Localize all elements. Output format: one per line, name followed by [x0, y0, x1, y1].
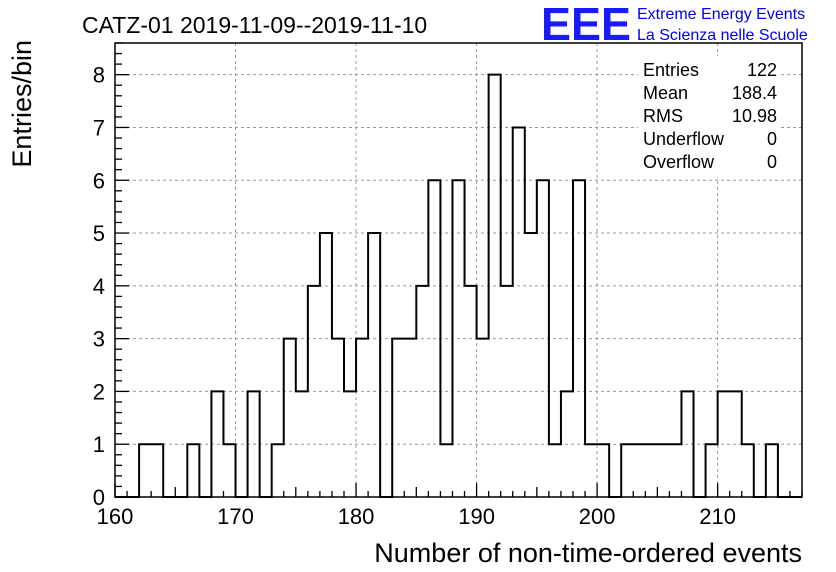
x-axis-title: Number of non-time-ordered events: [374, 538, 802, 568]
stats-value: 0: [767, 129, 777, 149]
y-tick-label: 1: [93, 432, 105, 457]
y-tick-label: 0: [93, 485, 105, 510]
histogram-bin: [706, 444, 718, 497]
histogram-bin: [223, 444, 235, 497]
x-tick-label: 200: [579, 504, 616, 529]
histogram-bin: [561, 391, 573, 497]
y-tick-labels: 0 1 2 3 4 5 6 7 8: [93, 63, 105, 510]
histogram-bin: [272, 444, 284, 497]
histogram-bin: [657, 444, 669, 497]
histogram-bin: [296, 391, 308, 497]
eee-logo: EEE Extreme Energy Events La Scienza nel…: [541, 0, 808, 50]
histogram-bin: [742, 444, 754, 497]
histogram-bin: [645, 444, 657, 497]
histogram-bin: [669, 444, 681, 497]
histogram-bin: [633, 444, 645, 497]
histogram-bin: [489, 75, 501, 497]
histogram-bin: [416, 286, 428, 497]
x-tick-label: 190: [458, 504, 495, 529]
histogram-bin: [139, 444, 151, 497]
chart-title: CATZ-01 2019-11-09--2019-11-10: [82, 12, 427, 38]
histogram-bin: [332, 339, 344, 497]
y-tick-label: 2: [93, 379, 105, 404]
x-tick-label: 210: [699, 504, 736, 529]
logo-line-1: Extreme Energy Events: [637, 6, 805, 23]
histogram-bin: [211, 391, 223, 497]
y-tick-label: 3: [93, 327, 105, 352]
stats-label: Entries: [643, 60, 699, 80]
histogram-bin: [573, 180, 585, 497]
histogram-bin: [597, 444, 609, 497]
stats-value: 122: [747, 60, 777, 80]
stats-label: RMS: [643, 106, 683, 126]
stats-label: Overflow: [643, 152, 715, 172]
x-tick-label: 180: [338, 504, 375, 529]
histogram-bin: [428, 180, 440, 497]
logo-line-2: La Scienza nelle Scuole: [637, 27, 808, 44]
stats-value: 188.4: [732, 83, 777, 103]
histogram-bin: [501, 286, 513, 497]
histogram-bin: [440, 444, 452, 497]
y-tick-label: 8: [93, 63, 105, 88]
histogram-bin: [284, 339, 296, 497]
histogram-bin: [465, 286, 477, 497]
histogram-bin: [248, 391, 260, 497]
y-tick-label: 6: [93, 168, 105, 193]
histogram-bin: [368, 233, 380, 497]
stats-box: Entries 122 Mean 188.4 RMS 10.98 Underflow 0 Ove…: [638, 56, 779, 177]
stats-label: Underflow: [643, 129, 725, 149]
histogram-bin: [308, 286, 320, 497]
y-tick-label: 4: [93, 274, 105, 299]
histogram-bin: [356, 339, 368, 497]
histogram-bin: [537, 180, 549, 497]
histogram-bin: [452, 180, 464, 497]
logo-mark: EEE: [541, 0, 631, 50]
histogram-bin: [766, 444, 778, 497]
histogram-bin: [151, 444, 163, 497]
histogram-bin: [392, 339, 404, 497]
y-axis-title: Entries/bin: [7, 40, 37, 168]
stats-box-background: [638, 56, 779, 177]
histogram-bin: [730, 391, 742, 497]
stats-label: Mean: [643, 83, 688, 103]
histogram-bin: [681, 391, 693, 497]
histogram-bin: [549, 444, 561, 497]
x-tick-labels: 160 170 180 190 200 210: [97, 504, 736, 529]
stats-value: 0: [767, 152, 777, 172]
histogram-bin: [513, 127, 525, 497]
y-tick-label: 7: [93, 115, 105, 140]
histogram-bin: [320, 233, 332, 497]
x-tick-label: 170: [217, 504, 254, 529]
histogram-bin: [585, 444, 597, 497]
histogram-bin: [344, 391, 356, 497]
histogram-bin: [477, 339, 489, 497]
histogram-bin: [621, 444, 633, 497]
axes: [114, 42, 803, 498]
y-tick-label: 5: [93, 221, 105, 246]
histogram-bin: [404, 339, 416, 497]
histogram-bin: [187, 444, 199, 497]
histogram-bin: [718, 391, 730, 497]
stats-value: 10.98: [732, 106, 777, 126]
plot-frame: [114, 42, 803, 498]
x-tick-label: 160: [97, 504, 134, 529]
histogram-bin: [525, 233, 537, 497]
